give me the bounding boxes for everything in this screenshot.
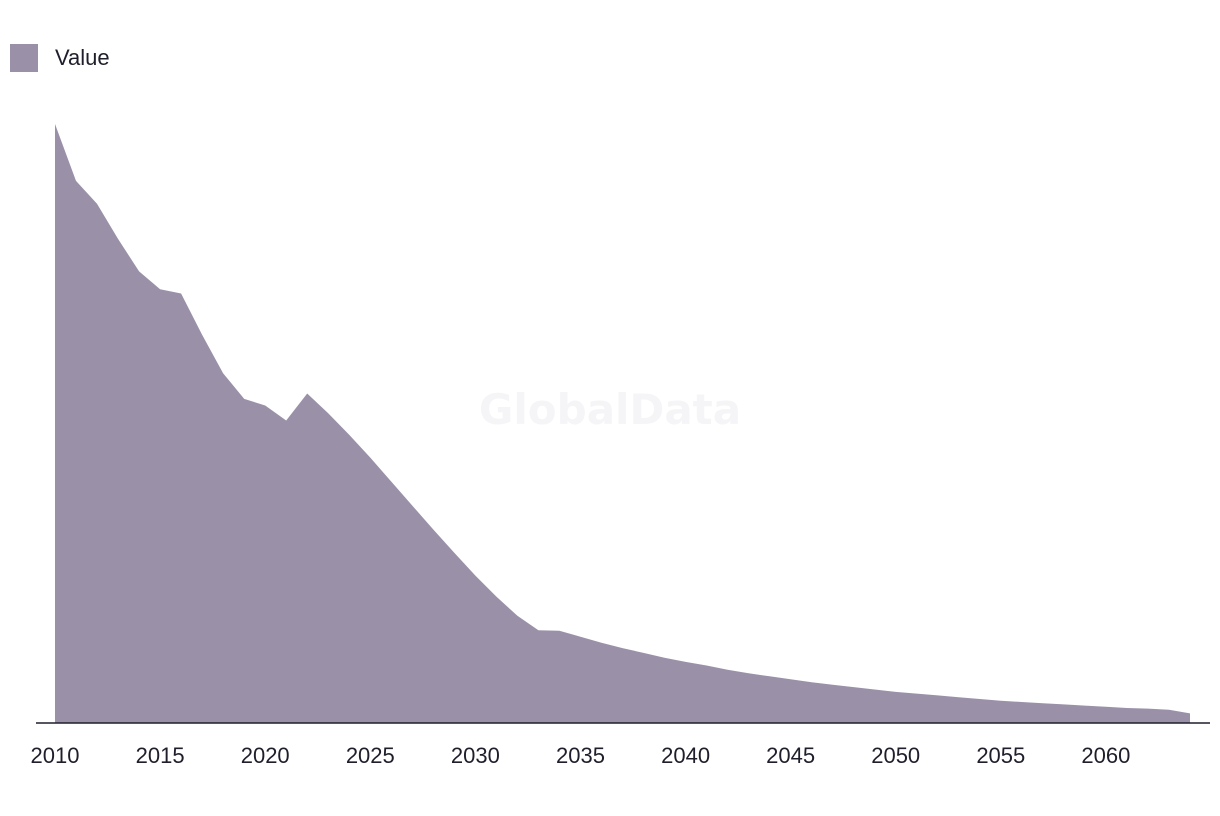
x-tick-label: 2050: [871, 743, 920, 768]
x-tick-label: 2035: [556, 743, 605, 768]
x-axis-ticks: 2010 2015 2020 2025 2030 2035 2040 2045 2050 2055…: [31, 743, 1131, 768]
x-tick-label: 2055: [976, 743, 1025, 768]
x-tick-label: 2040: [661, 743, 710, 768]
legend: Value: [10, 44, 110, 72]
watermark: GlobalData: [479, 385, 741, 434]
x-tick-label: 2045: [766, 743, 815, 768]
x-tick-label: 2020: [241, 743, 290, 768]
x-tick-label: 2030: [451, 743, 500, 768]
x-tick-label: 2015: [136, 743, 185, 768]
area-series-value: [55, 124, 1190, 723]
area-layer: [55, 124, 1190, 723]
x-tick-label: 2010: [31, 743, 80, 768]
legend-label: Value: [55, 45, 110, 70]
x-tick-label: 2025: [346, 743, 395, 768]
legend-swatch: [10, 44, 38, 72]
x-tick-label: 2060: [1081, 743, 1130, 768]
